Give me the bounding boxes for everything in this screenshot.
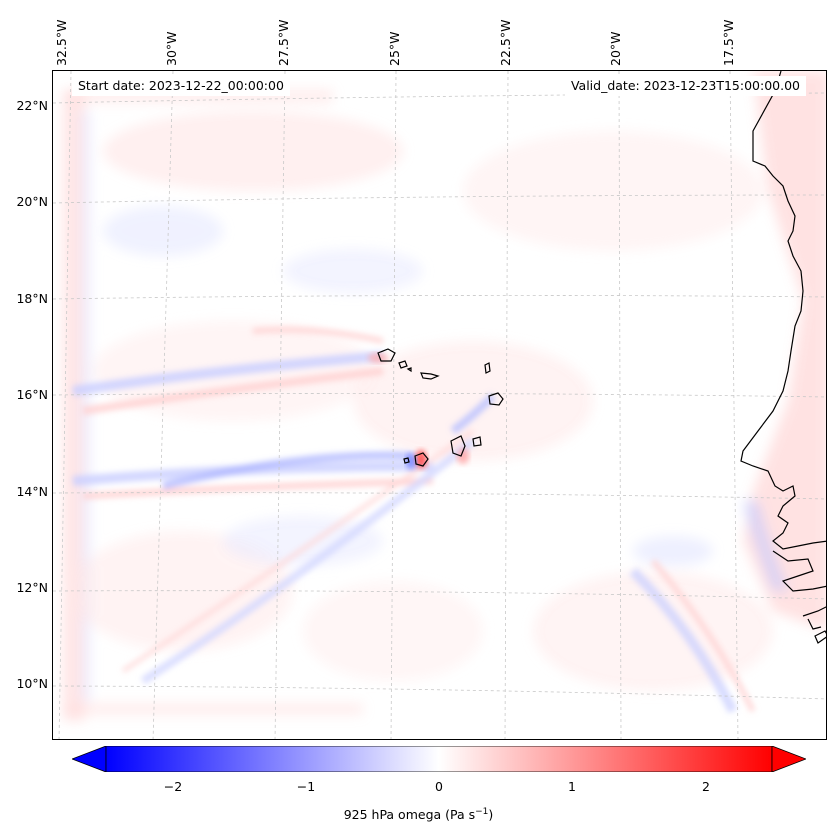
island-sao-nicolau — [420, 372, 440, 380]
lon-label-27-5w: 27.5°W — [276, 19, 291, 66]
island-santo-antao — [377, 348, 396, 362]
lat-label-22n: 22°N — [16, 98, 48, 113]
island-boa-vista — [488, 392, 504, 406]
island-santiago — [450, 435, 466, 457]
boundary-band-left — [63, 91, 85, 721]
lat-label-12n: 12°N — [16, 580, 48, 595]
map-panel — [52, 70, 827, 740]
lon-label-17-5w: 17.5°W — [721, 19, 736, 66]
colorbar — [72, 746, 806, 772]
colorbar-label: 925 hPa omega (Pa s−1) — [343, 807, 494, 823]
colorbar-tick-label: 0 — [435, 779, 443, 794]
island-fogo — [414, 452, 429, 467]
island-sal — [484, 362, 491, 374]
coastlines — [377, 71, 826, 644]
colorbar-tick-label: 1 — [568, 779, 576, 794]
lat-label-10n: 10°N — [16, 676, 48, 691]
boundary-band-inner — [81, 111, 91, 701]
island-sao-vicente — [398, 360, 408, 369]
gridlines — [53, 71, 826, 739]
island-maio — [472, 436, 482, 447]
lon-label-22-5w: 22.5°W — [498, 19, 513, 66]
omega-field-map — [53, 71, 826, 739]
colorbar-gradient — [105, 746, 773, 772]
valid-date-label: Valid_date: 2023-12-23T15:00:00.00 — [564, 76, 806, 96]
lat-label-14n: 14°N — [16, 484, 48, 499]
colorbar-extend-low — [72, 746, 107, 772]
start-date-label: Start date: 2023-12-22_00:00:00 — [72, 76, 290, 96]
lon-label-30w: 30°W — [164, 31, 179, 66]
boundary-band-bottom — [63, 703, 363, 715]
colorbar-tick-label: −1 — [296, 779, 316, 794]
lat-label-18n: 18°N — [16, 291, 48, 306]
colorbar-tick-label: 2 — [702, 779, 710, 794]
lon-label-20w: 20°W — [608, 31, 623, 66]
island-brava — [403, 457, 410, 464]
lon-label-32-5w: 32.5°W — [54, 19, 69, 66]
colorbar-tick-label: −2 — [163, 779, 183, 794]
lon-label-25w: 25°W — [387, 31, 402, 66]
lat-label-20n: 20°N — [16, 194, 48, 209]
wave-streaks — [72, 326, 756, 714]
africa-coastline — [740, 71, 826, 550]
colorbar-extend-high — [771, 746, 806, 772]
lat-label-16n: 16°N — [16, 387, 48, 402]
